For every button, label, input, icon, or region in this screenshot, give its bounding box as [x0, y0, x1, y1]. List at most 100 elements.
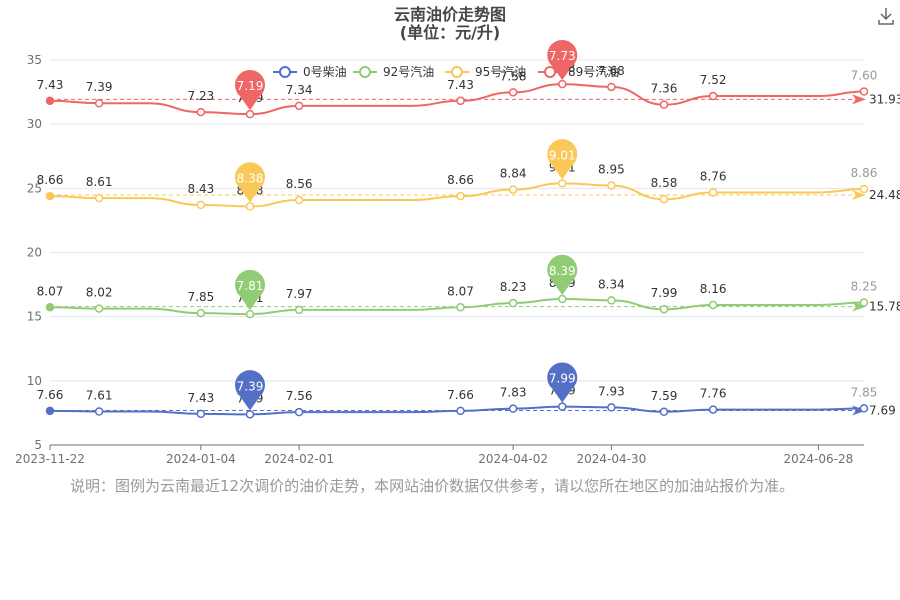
data-point — [508, 404, 518, 413]
data-point — [708, 300, 718, 310]
data-label: 7.83 — [500, 386, 527, 400]
chart-title: 云南油价走势图 — [394, 5, 506, 24]
download-button[interactable] — [875, 5, 897, 27]
legend-label: 95号汽油 — [475, 64, 526, 79]
data-point — [94, 193, 104, 203]
legend-item-2[interactable]: 95号汽油 — [445, 64, 526, 79]
data-point — [859, 404, 869, 413]
data-point — [245, 109, 255, 119]
data-label: 7.85 — [188, 290, 215, 304]
data-point — [558, 79, 567, 89]
data-point — [508, 185, 518, 194]
legend[interactable]: 0号柴油 92号汽油 95号汽油 89号汽油 — [273, 64, 619, 79]
x-tick-label: 2023-11-22 — [15, 452, 85, 466]
average-label: 24.48 — [869, 188, 900, 202]
data-point — [708, 91, 718, 101]
legend-label: 0号柴油 — [303, 65, 347, 79]
data-point — [294, 407, 304, 417]
data-point — [294, 195, 304, 205]
series-2: 24.48 8.66 8.61 8.43 8.38 8.56 8.66 8.84 9.01 8.9… — [37, 139, 900, 211]
data-label: 7.52 — [700, 73, 727, 87]
data-point — [859, 184, 869, 194]
data-point — [607, 82, 616, 92]
min-pin — [234, 69, 265, 111]
series-line — [49, 83, 865, 116]
legend-item-0[interactable]: 0号柴油 — [273, 65, 347, 79]
data-label: 8.66 — [447, 173, 474, 187]
data-label: 7.39 — [86, 80, 113, 94]
data-label: 8.66 — [37, 173, 64, 187]
data-point — [94, 304, 104, 313]
series-1: 15.78 8.07 8.02 7.85 7.81 7.97 8.07 8.23 8.39 8.3… — [37, 254, 900, 319]
data-label: 7.60 — [851, 68, 878, 82]
average-label: 31.93 — [869, 92, 900, 106]
data-point — [45, 406, 55, 416]
max-pin-label: 8.39 — [549, 264, 576, 278]
series-0: 7.69 7.66 7.61 7.43 7.39 7.56 7.66 7.83 7.99 7.93… — [37, 362, 896, 419]
min-pin-label: 7.81 — [237, 279, 264, 293]
data-point — [196, 308, 206, 318]
min-pin-label: 8.38 — [237, 171, 264, 185]
data-label: 8.84 — [500, 167, 527, 181]
data-label: 7.59 — [651, 389, 678, 403]
data-point — [456, 406, 465, 416]
data-point — [456, 303, 465, 312]
y-tick-label: 25 — [27, 181, 42, 195]
grid — [50, 59, 864, 382]
data-point — [294, 101, 304, 111]
data-label: 8.61 — [86, 175, 113, 189]
max-pin-label: 9.01 — [549, 148, 576, 162]
axes: 5 10 15 20 25 30 35 2023-11-22 2024-01-04 2024-02… — [15, 53, 864, 466]
data-point — [558, 179, 567, 188]
legend-label: 92号汽油 — [383, 64, 434, 79]
data-point — [607, 296, 616, 305]
average-label: 15.78 — [869, 300, 900, 314]
x-tick-label: 2024-04-02 — [478, 452, 548, 466]
data-point — [196, 200, 206, 210]
data-label: 7.66 — [37, 388, 64, 402]
x-tick-label: 2024-06-28 — [784, 452, 854, 466]
y-tick-label: 15 — [27, 310, 42, 324]
min-pin — [234, 370, 265, 411]
data-point — [294, 305, 304, 315]
data-label: 7.56 — [286, 389, 313, 403]
y-tick-label: 30 — [27, 117, 42, 131]
data-point — [708, 405, 718, 414]
min-pin-label: 7.39 — [237, 379, 264, 393]
disclaimer-note: 说明：图例为云南最近12次调价的油价走势，本网站油价数据仅供参考，请以您所在地区… — [70, 477, 795, 495]
data-label: 8.58 — [651, 176, 678, 190]
data-label: 8.07 — [37, 284, 64, 298]
data-label: 8.86 — [851, 166, 878, 180]
average-arrow — [852, 405, 866, 416]
chart-subtitle: (单位：元/升) — [400, 23, 500, 42]
legend-marker — [279, 66, 291, 78]
data-label: 8.23 — [500, 280, 527, 294]
data-point — [245, 202, 255, 211]
min-pin — [234, 162, 265, 203]
data-label: 7.85 — [851, 385, 878, 399]
data-point — [859, 298, 869, 307]
data-point — [45, 191, 55, 201]
data-label: 7.66 — [447, 388, 474, 402]
data-point — [659, 304, 669, 314]
data-label: 8.16 — [700, 282, 727, 296]
min-pin — [234, 269, 265, 311]
y-tick-label: 5 — [34, 438, 42, 452]
data-label: 7.36 — [651, 82, 678, 96]
data-point — [508, 298, 518, 308]
data-point — [659, 194, 669, 204]
data-label: 8.43 — [188, 182, 215, 196]
data-point — [859, 87, 869, 96]
data-point — [508, 88, 518, 97]
series-3: 31.93 7.43 7.39 7.23 7.19 7.34 7.43 7.58 7.73 7.6… — [37, 39, 900, 119]
legend-item-1[interactable]: 92号汽油 — [353, 64, 434, 79]
legend-marker — [451, 66, 463, 78]
data-point — [94, 407, 104, 416]
data-label: 7.58 — [500, 69, 527, 83]
data-label: 7.97 — [286, 287, 313, 301]
max-pin-label: 7.73 — [549, 49, 576, 63]
legend-item-3[interactable]: 89号汽油 — [538, 64, 619, 79]
y-tick-label: 20 — [27, 246, 42, 260]
max-pin — [547, 139, 578, 180]
